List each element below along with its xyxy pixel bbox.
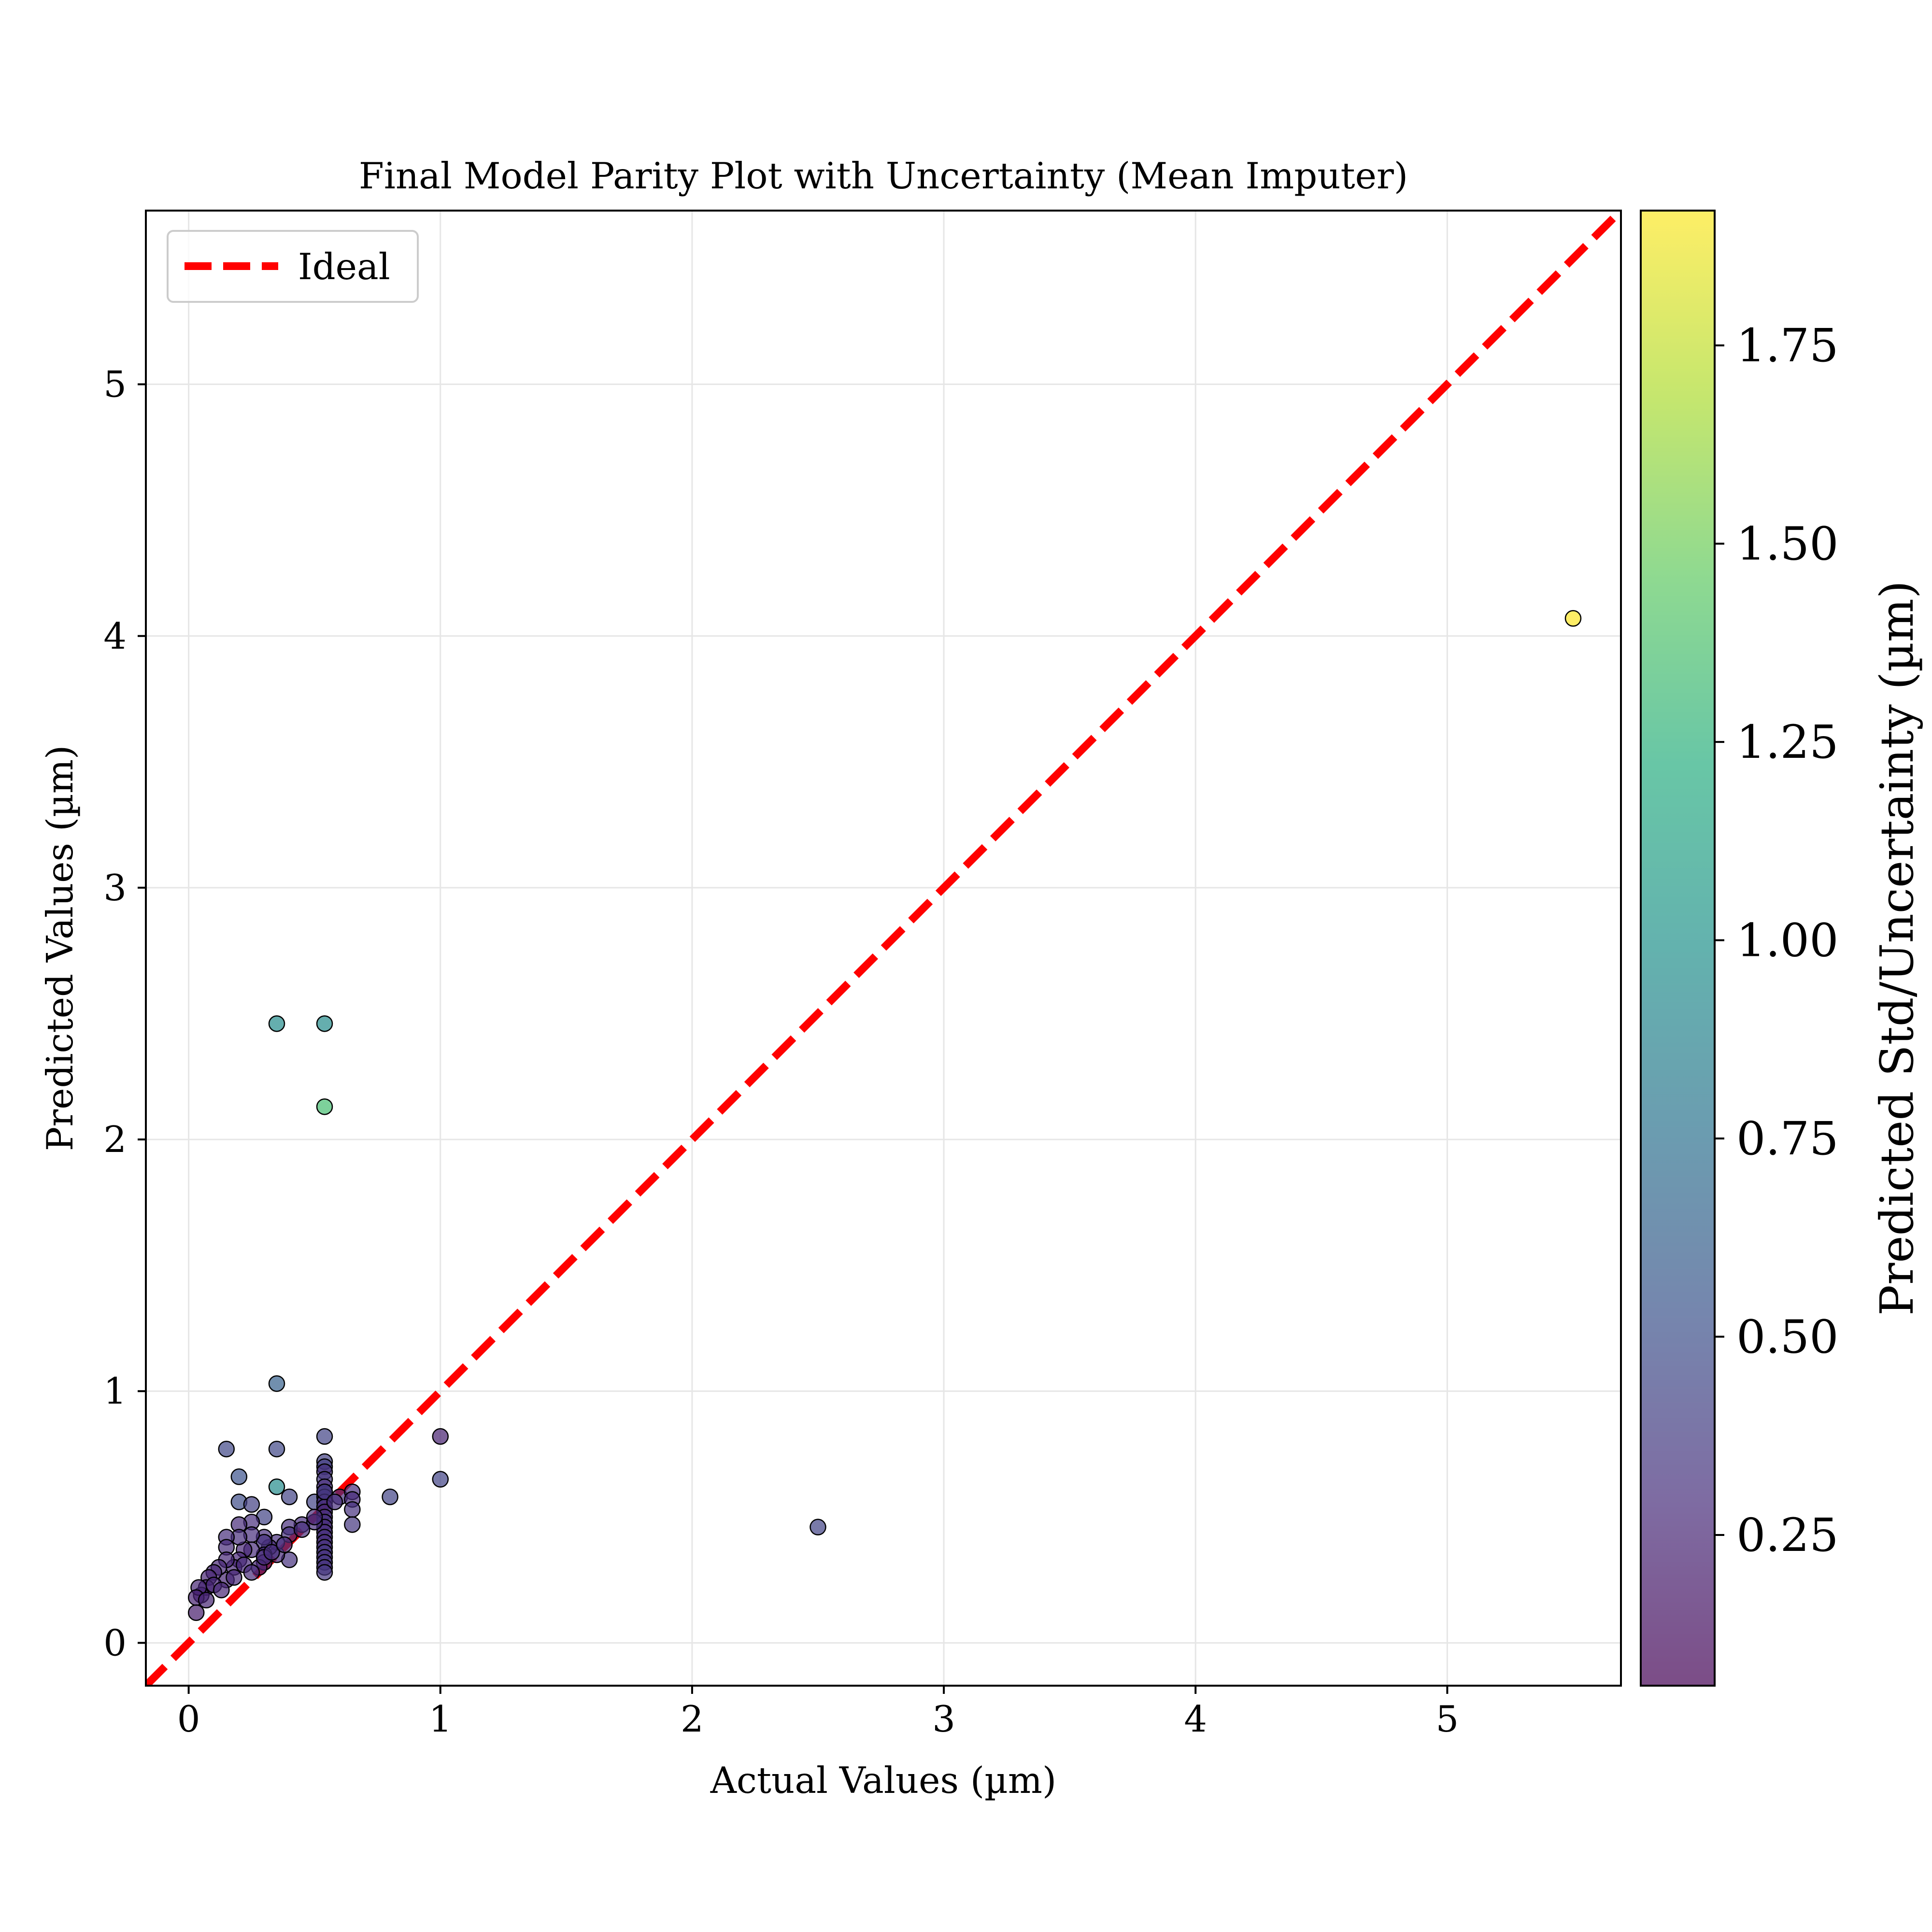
colorbar-gradient	[1641, 211, 1715, 1686]
scatter-point	[187, 1604, 205, 1621]
scatter-point	[226, 1569, 242, 1586]
scatter-point	[268, 1440, 285, 1458]
colorbar-label: Predicted Std/Uncertainty (µm)	[1871, 581, 1924, 1316]
scatter-point	[432, 1471, 449, 1488]
scatter-point	[230, 1468, 248, 1485]
x-tick-label: 1	[429, 1698, 452, 1740]
y-tick-label: 1	[103, 1370, 127, 1412]
scatter-point	[316, 1015, 333, 1032]
scatter-point	[198, 1591, 215, 1609]
y-tick-label: 3	[103, 867, 127, 909]
grid-lines	[146, 211, 1621, 1686]
colorbar-tick-label: 1.25	[1736, 716, 1839, 769]
colorbar-tick-label: 0.25	[1736, 1509, 1839, 1562]
scatter-points	[187, 610, 1582, 1621]
y-tick-label: 2	[103, 1118, 127, 1161]
scatter-point	[268, 1478, 285, 1495]
scatter-point	[316, 1483, 333, 1500]
scatter-point	[316, 1428, 333, 1445]
colorbar-tick-label: 1.50	[1736, 518, 1839, 571]
scatter-point	[243, 1496, 260, 1513]
colorbar-frame	[1640, 210, 1716, 1687]
x-tick-label: 2	[681, 1698, 704, 1740]
scatter-point	[326, 1493, 343, 1510]
scatter-point	[344, 1516, 361, 1533]
colorbar-tick-label: 1.00	[1736, 914, 1839, 967]
scatter-point	[263, 1544, 280, 1561]
scatter-point	[293, 1521, 311, 1538]
scatter-point	[268, 1375, 285, 1392]
legend-ideal-label: Ideal	[298, 245, 390, 288]
scatter-point	[243, 1564, 260, 1581]
scatter-point	[432, 1428, 449, 1445]
scatter-point	[810, 1519, 826, 1535]
x-tick-label: 5	[1436, 1698, 1459, 1740]
scatter-point	[316, 1564, 333, 1581]
colorbar-tick-label: 1.75	[1736, 319, 1839, 372]
chart-title: Final Model Parity Plot with Uncertainty…	[359, 155, 1408, 197]
scatter-point	[276, 1536, 293, 1553]
scatter-point	[1564, 610, 1582, 627]
scatter-point	[306, 1508, 323, 1526]
plot-frame	[145, 210, 1622, 1687]
scatter-point	[281, 1488, 298, 1506]
y-tick-label: 0	[103, 1621, 127, 1664]
scatter-point	[344, 1501, 361, 1518]
y-tick-label: 5	[103, 363, 127, 406]
y-tick-label: 4	[103, 615, 127, 657]
colorbar-tick-label: 0.75	[1736, 1112, 1839, 1165]
x-axis-label: Actual Values (µm)	[710, 1759, 1057, 1802]
colorbar-tick-label: 0.50	[1736, 1311, 1839, 1364]
axis-ticks: 0 1 2 3 4 5 0 1 2 3 4 5	[103, 363, 1459, 1740]
plot-background	[146, 211, 1621, 1686]
y-axis-label: Predicted Values (µm)	[39, 745, 81, 1151]
scatter-point	[382, 1488, 398, 1506]
x-tick-label: 0	[177, 1698, 200, 1740]
x-tick-label: 4	[1184, 1698, 1207, 1740]
scatter-point	[316, 1098, 333, 1115]
legend-box	[167, 230, 419, 303]
scatter-point	[218, 1440, 235, 1458]
legend: Ideal	[167, 230, 419, 303]
colorbar-ticks: 0.25 0.50 0.75 1.00 1.25 1.50 1.75	[1715, 319, 1839, 1562]
x-tick-label: 3	[932, 1698, 955, 1740]
scatter-point	[268, 1015, 285, 1032]
scatter-point	[213, 1581, 230, 1599]
